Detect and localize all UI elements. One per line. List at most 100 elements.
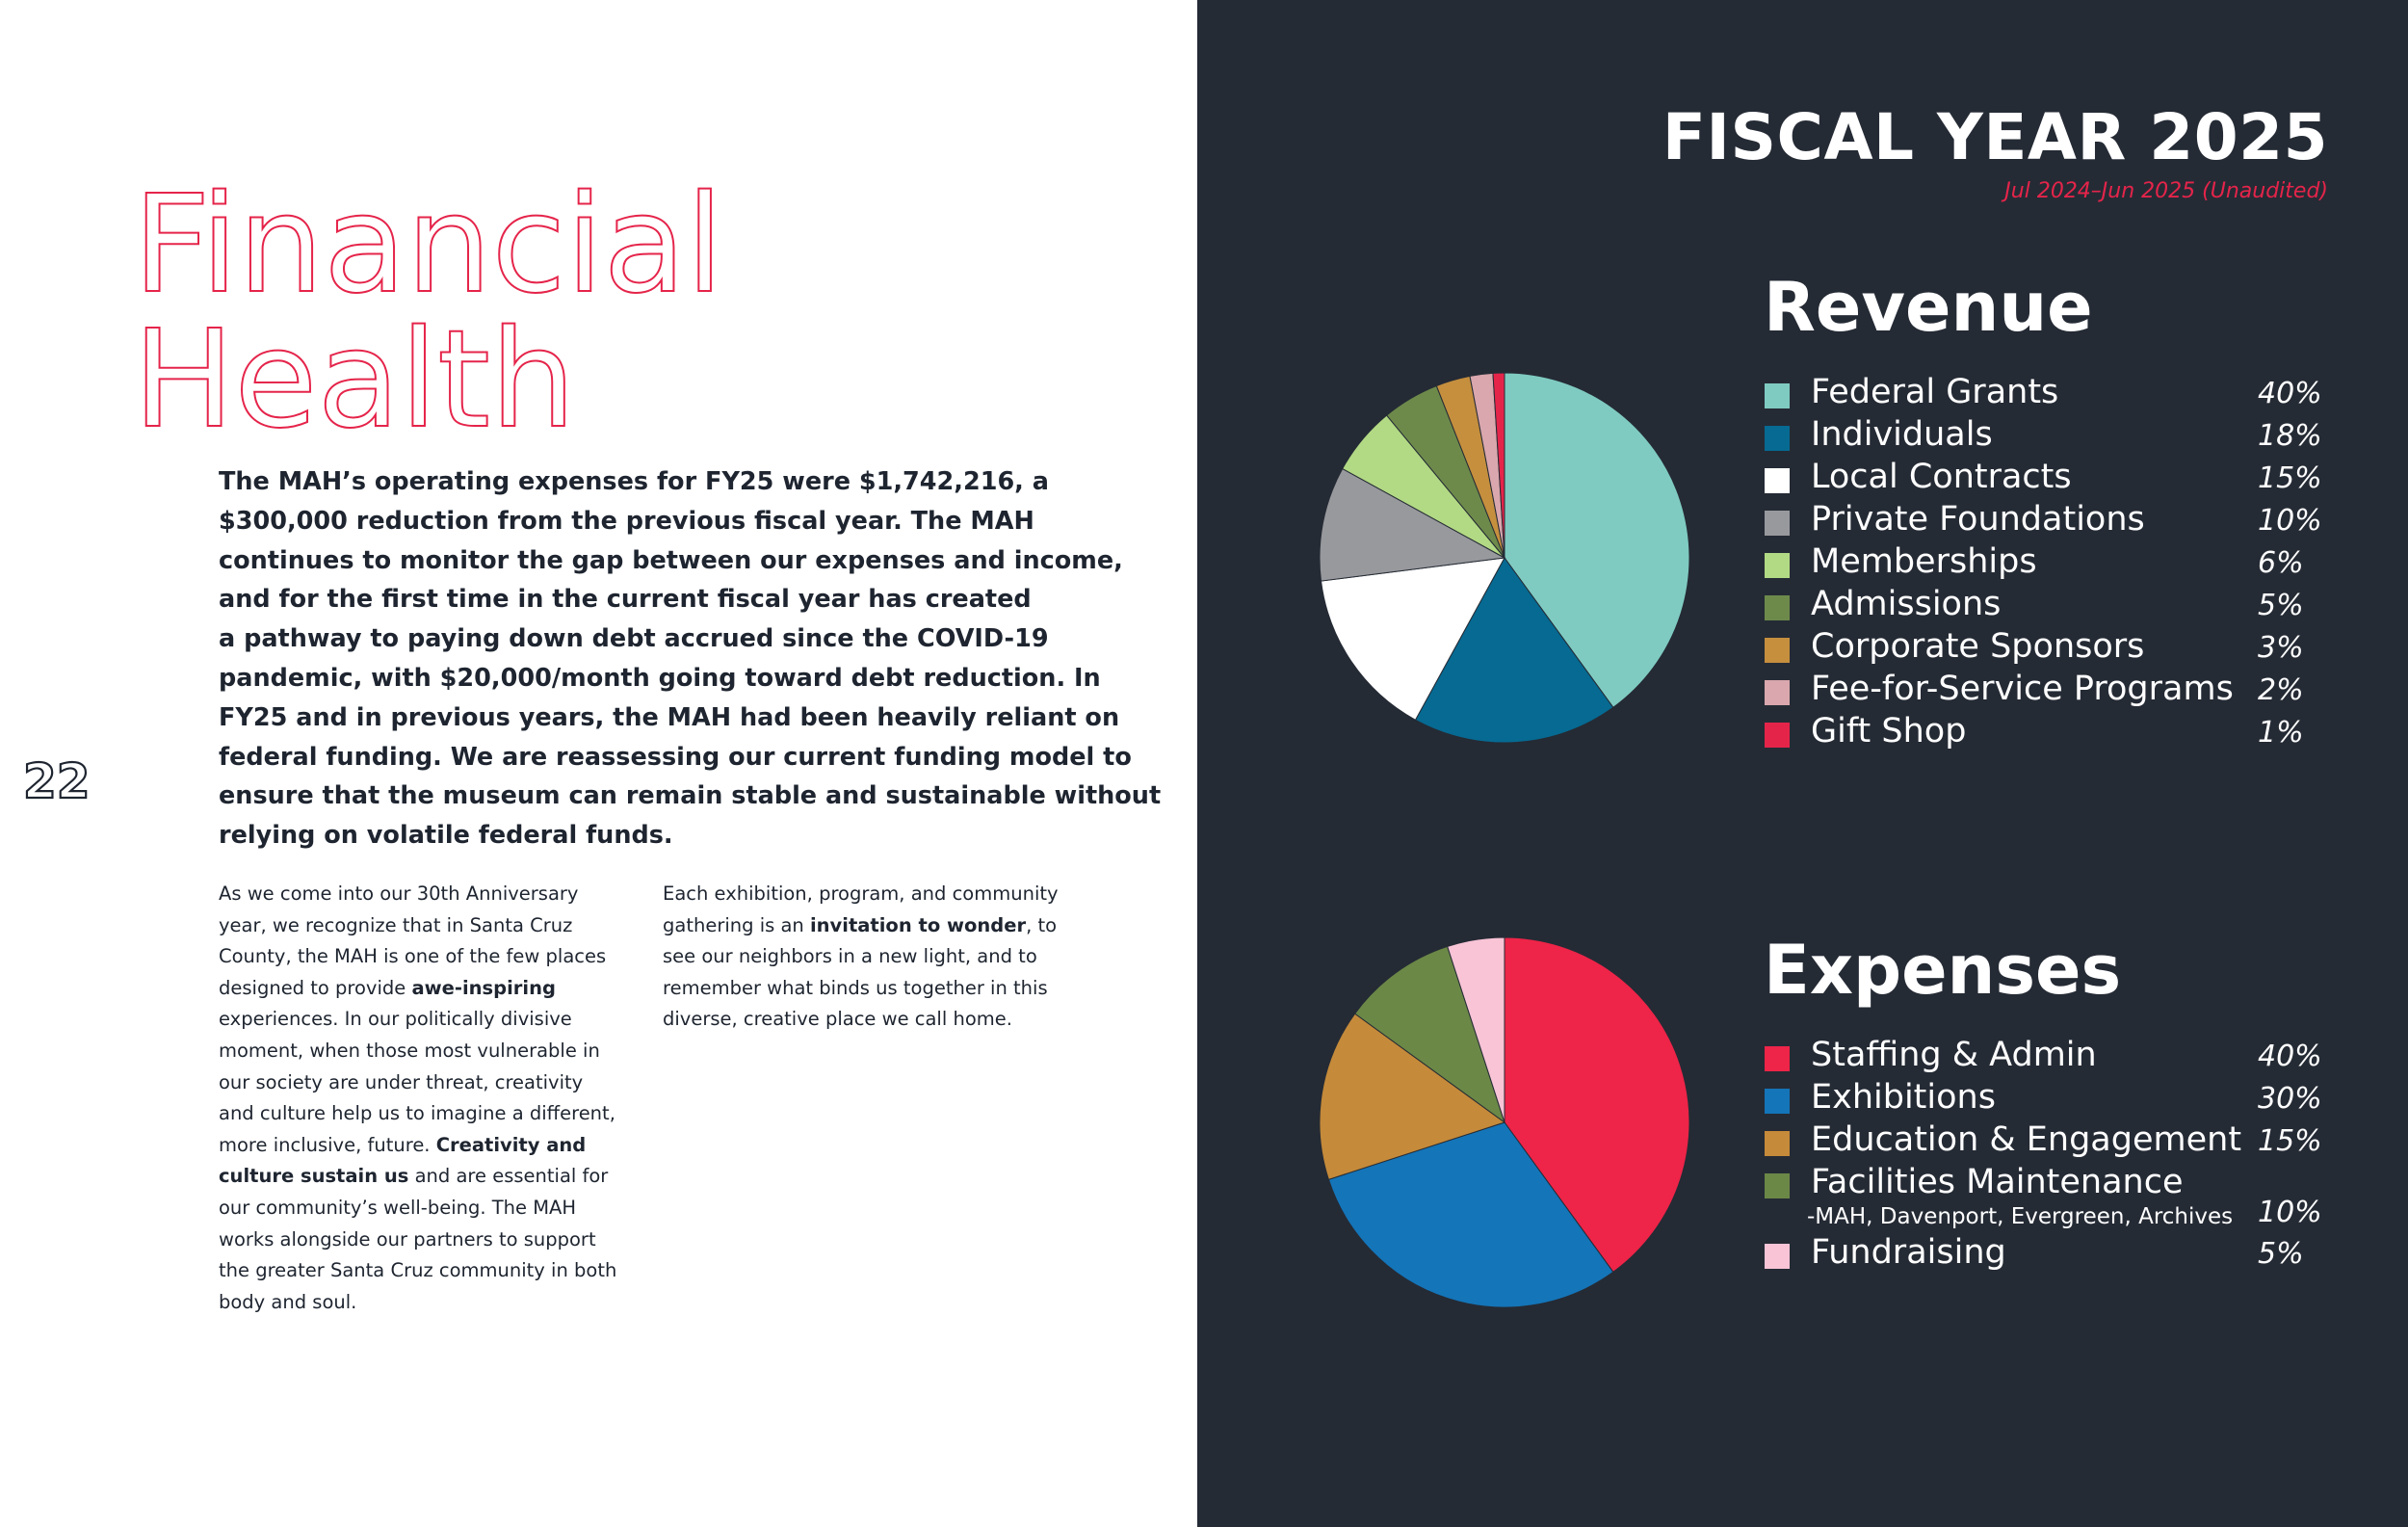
body-col1-line: body and soul. xyxy=(219,1290,357,1313)
body-col2-line: remember what binds us together in this xyxy=(663,976,1048,999)
body-col1-text: designed to provide xyxy=(219,976,412,999)
legend-item-education-engagement: Education & Engagement 15% xyxy=(1765,1119,2343,1161)
legend-swatch xyxy=(1765,723,1790,748)
legend-swatch xyxy=(1765,1089,1790,1114)
fiscal-year-title: FISCAL YEAR 2025 xyxy=(1662,100,2328,174)
legend-item-fee-for-service-programs: Fee-for-Service Programs 2% xyxy=(1765,668,2343,710)
left-page: Financial Health 22 The MAH’s operating … xyxy=(0,0,1197,1527)
legend-label: Fee-for-Service Programs xyxy=(1811,670,2234,708)
legend-swatch xyxy=(1765,638,1790,663)
fiscal-year-subtitle: Jul 2024–Jun 2025 (Unaudited) xyxy=(2004,179,2328,203)
pie-slice-federal-grants xyxy=(1504,372,1690,709)
pie-slice-local-contracts xyxy=(1320,557,1505,721)
revenue-legend: Federal Grants 40% Individuals 18% Local Con… xyxy=(1765,371,2343,752)
expenses-pie-chart xyxy=(1319,936,1690,1308)
body-col1-line: works alongside our partners to support xyxy=(219,1227,596,1251)
legend-swatch xyxy=(1765,468,1790,493)
legend-swatch xyxy=(1765,511,1790,536)
legend-percentage: 6% xyxy=(2258,546,2304,580)
legend-label: Federal Grants xyxy=(1811,373,2059,411)
legend-percentage: 15% xyxy=(2258,461,2322,495)
body-col1-line: designed to provide awe-inspiring xyxy=(219,973,614,1005)
lead-line: ensure that the museum can remain stable… xyxy=(219,781,1162,811)
body-col1-line: experiences. In our politically divisive xyxy=(219,1008,572,1031)
pie-slice-gift-shop xyxy=(1492,372,1505,559)
legend-item-memberships: Memberships 6% xyxy=(1765,540,2343,583)
page-number-text: 22 xyxy=(23,753,91,809)
body-col2-line: diverse, creative place we call home. xyxy=(663,1008,1012,1031)
body-col2-line: see our neighbors in a new light, and to xyxy=(663,945,1037,968)
legend-percentage: 3% xyxy=(2258,631,2304,665)
body-col1-line: the greater Santa Cruz community in both xyxy=(219,1259,617,1282)
legend-swatch xyxy=(1765,1046,1790,1071)
legend-swatch xyxy=(1765,1244,1790,1269)
body-column-1: As we come into our 30th Anniversary year… xyxy=(219,879,617,1318)
legend-swatch xyxy=(1765,595,1790,620)
body-col1-line: As we come into our 30th Anniversary xyxy=(219,882,579,905)
pie-slice-individuals xyxy=(1414,557,1614,744)
page-title-line2: Health xyxy=(133,302,576,443)
legend-percentage: 5% xyxy=(2258,1237,2304,1271)
legend-label: Admissions xyxy=(1811,585,2002,623)
pie-slice-staffing-admin xyxy=(1504,936,1690,1274)
legend-percentage: 10% xyxy=(2258,1196,2322,1229)
pie-slice-facilities-maintenance xyxy=(1353,945,1505,1124)
legend-percentage: 18% xyxy=(2258,419,2322,453)
body-col1-line: our community’s well-being. The MAH xyxy=(219,1196,577,1219)
legend-label: Corporate Sponsors xyxy=(1811,627,2145,666)
legend-item-private-foundations: Private Foundations 10% xyxy=(1765,498,2343,540)
legend-label: Fundraising xyxy=(1811,1233,2006,1272)
body-col1-line: more inclusive, future. Creativity and xyxy=(219,1130,614,1162)
pie-slice-private-foundations xyxy=(1319,467,1506,582)
legend-percentage: 30% xyxy=(2258,1082,2322,1116)
legend-percentage: 1% xyxy=(2258,716,2304,750)
expenses-heading: Expenses xyxy=(1764,931,2122,1010)
body-col1-emphasis: Creativity and xyxy=(435,1133,587,1156)
lead-line: The MAH’s operating expenses for FY25 we… xyxy=(219,467,1049,496)
body-col1-line: moment, when those most vulnerable in xyxy=(219,1039,600,1062)
body-col1-line: culture sustain us and are essential for xyxy=(219,1161,614,1193)
lead-line: pandemic, with $20,000/month going towar… xyxy=(219,663,1101,693)
lead-line: relying on volatile federal funds. xyxy=(219,821,673,851)
legend-percentage: 10% xyxy=(2258,504,2322,538)
body-col1-line: County, the MAH is one of the few places xyxy=(219,945,607,968)
legend-item-exhibitions: Exhibitions 30% xyxy=(1765,1076,2343,1119)
legend-percentage: 2% xyxy=(2258,673,2304,707)
expenses-legend: Staffing & Admin 40% Exhibitions 30% Educati… xyxy=(1765,1034,2343,1274)
legend-label: Education & Engagement xyxy=(1811,1120,2242,1159)
legend-swatch xyxy=(1765,426,1790,451)
body-col2-line: gathering is an invitation to wonder, to xyxy=(663,910,1067,942)
legend-swatch xyxy=(1765,1131,1790,1156)
legend-label: Facilities Maintenance xyxy=(1811,1163,2184,1201)
legend-swatch xyxy=(1765,553,1790,578)
pie-slice-education-engagement xyxy=(1319,1013,1506,1180)
body-col1-text: and are essential for xyxy=(408,1165,609,1188)
body-col2-line: Each exhibition, program, and community xyxy=(663,882,1059,905)
legend-label: Staffing & Admin xyxy=(1811,1036,2097,1074)
legend-label: Exhibitions xyxy=(1811,1078,1996,1117)
legend-label: Gift Shop xyxy=(1811,712,1967,750)
legend-sublabel: -MAH, Davenport, Evergreen, Archives xyxy=(1807,1204,2234,1229)
lead-line: and for the first time in the current fi… xyxy=(219,585,1032,615)
legend-item-individuals: Individuals 18% xyxy=(1765,413,2343,456)
page-title-line1: Financial xyxy=(133,173,723,324)
legend-label: Private Foundations xyxy=(1811,500,2145,539)
pie-slice-exhibitions xyxy=(1327,1121,1614,1308)
legend-item-staffing-admin: Staffing & Admin 40% xyxy=(1765,1034,2343,1076)
body-column-2: Each exhibition, program, and community g… xyxy=(663,879,1067,1036)
legend-swatch xyxy=(1765,680,1790,705)
legend-swatch xyxy=(1765,383,1790,408)
body-col2-emphasis: invitation to wonder xyxy=(809,913,1027,936)
lead-line: FY25 and in previous years, the MAH had … xyxy=(219,702,1120,732)
lead-line: continues to monitor the gap between our… xyxy=(219,545,1123,575)
body-col1-text: more inclusive, future. xyxy=(219,1133,436,1156)
body-col1-emphasis: awe-inspiring xyxy=(411,976,556,999)
body-col2-text: gathering is an xyxy=(663,913,810,936)
legend-percentage: 40% xyxy=(2258,377,2322,410)
legend-percentage: 5% xyxy=(2258,589,2304,622)
body-col1-line: and culture help us to imagine a differe… xyxy=(219,1102,615,1125)
pie-slice-fundraising xyxy=(1447,936,1505,1123)
legend-label: Memberships xyxy=(1811,542,2037,581)
body-col1-line: our society are under threat, creativity xyxy=(219,1070,584,1093)
legend-item-corporate-sponsors: Corporate Sponsors 3% xyxy=(1765,625,2343,668)
